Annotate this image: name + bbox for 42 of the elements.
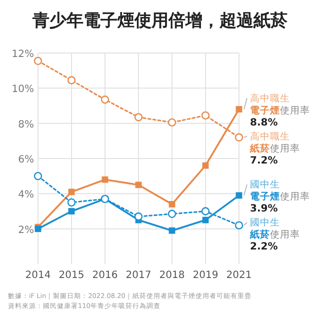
point	[68, 188, 75, 196]
point	[100, 95, 110, 104]
series-label: 高中職生紙菸使用率	[249, 130, 300, 154]
data-label: 3.9%	[250, 203, 278, 214]
point	[168, 210, 176, 218]
x-tick-label: 2014	[25, 270, 51, 281]
y-tick-label: 4%	[18, 190, 34, 201]
point	[102, 176, 108, 183]
chart-title: 青少年電子煙使用倍增，超過紙菸	[32, 11, 288, 31]
series-label: 高中職生電子煙使用率	[250, 92, 310, 116]
point	[168, 118, 176, 127]
y-tick-label: 6%	[18, 154, 34, 166]
x-tick-label: 2021	[226, 270, 252, 281]
point	[134, 113, 143, 122]
point	[67, 76, 76, 84]
point	[201, 111, 210, 120]
point	[34, 56, 42, 66]
point	[236, 192, 242, 199]
y-tick-label: 10%	[12, 84, 34, 96]
point	[236, 106, 242, 112]
x-tick-label: 2017	[126, 270, 152, 281]
point	[135, 182, 142, 188]
x-tick-label: 2016	[92, 270, 118, 281]
point	[234, 133, 244, 142]
x-tick-label: 2019	[192, 270, 218, 281]
y-tick-label: 2%	[18, 224, 34, 236]
point	[234, 221, 244, 230]
x-tick-label: 2015	[58, 270, 84, 281]
point	[34, 172, 42, 180]
series-label: 國中生電子煙使用率	[250, 178, 310, 202]
series-label: 國中生紙菸使用率	[249, 216, 300, 240]
y-tick-label: 8%	[18, 119, 34, 130]
point	[168, 227, 176, 234]
data-label: 2.2%	[250, 241, 278, 252]
point	[68, 208, 75, 214]
y-tick-label: 12%	[12, 49, 34, 60]
data-label: 7.2%	[250, 155, 278, 166]
point	[67, 198, 76, 207]
point	[201, 207, 210, 216]
data-label: 8.8%	[250, 117, 278, 128]
x-tick-label: 2018	[159, 270, 185, 281]
point	[168, 201, 176, 208]
